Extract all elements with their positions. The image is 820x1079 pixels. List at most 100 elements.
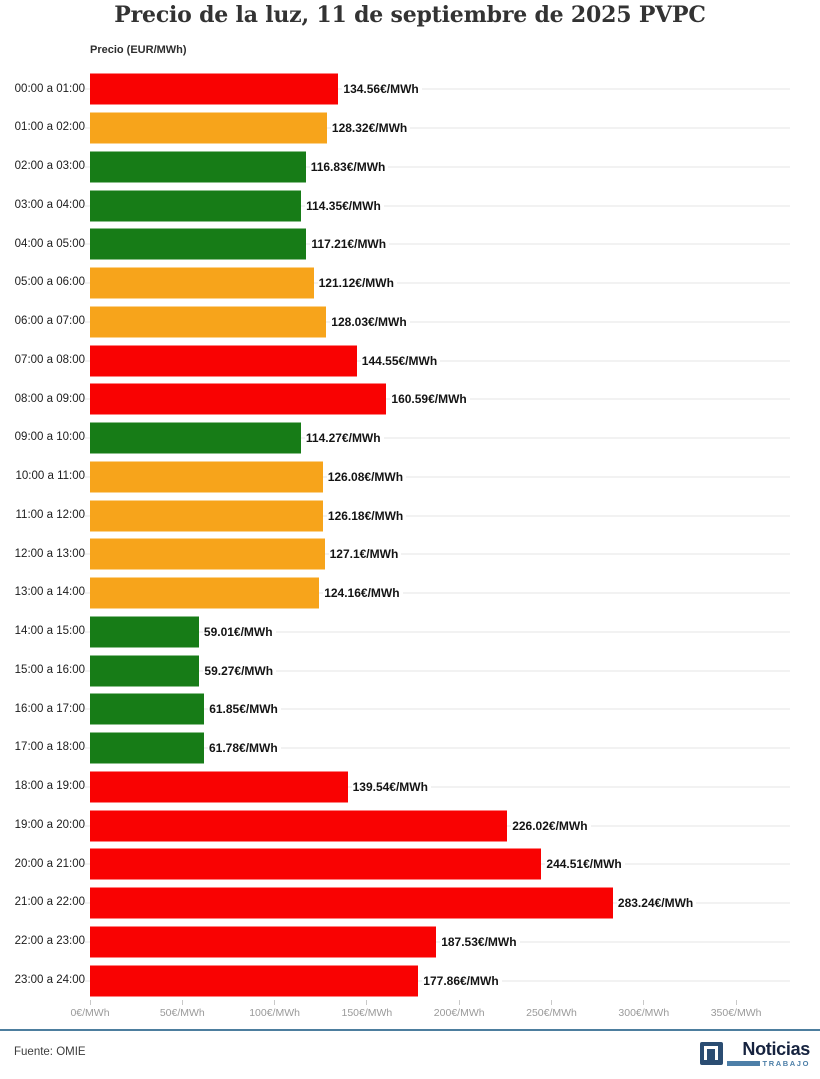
logo-name: Noticias: [742, 1039, 810, 1059]
price-bar: [90, 306, 327, 338]
row-plot: 59.01€/MWh: [85, 613, 820, 652]
axis-tick: [735, 1000, 737, 1005]
bar-row: 10:00 a 11:00 126.08€/MWh: [0, 458, 820, 497]
price-bar: [90, 228, 307, 260]
hour-label: 02:00 a 03:00: [14, 160, 85, 173]
hour-label: 00:00 a 01:00: [14, 82, 85, 95]
bar-row: 01:00 a 02:00 128.32€/MWh: [0, 109, 820, 148]
axis-tick-label: 250€/MWh: [526, 1007, 577, 1019]
gridline: [85, 747, 790, 749]
row-plot: 144.55€/MWh: [85, 341, 820, 380]
bar-row: 00:00 a 01:00 134.56€/MWh: [0, 70, 820, 109]
logo-sub-row: TRABAJO: [726, 1060, 810, 1068]
logo-text: Noticias TRABAJO: [726, 1039, 810, 1068]
price-bar: [90, 616, 199, 648]
axis-tick: [274, 1000, 276, 1005]
price-bar: [90, 655, 200, 687]
gridline: [85, 670, 790, 672]
gridline: [85, 88, 790, 90]
price-bar: [90, 461, 323, 493]
bar-row: 06:00 a 07:00 128.03€/MWh: [0, 303, 820, 342]
hour-label: 11:00 a 12:00: [15, 508, 86, 521]
footer-divider: [0, 1029, 820, 1031]
price-bar: [90, 732, 204, 764]
hour-label: 21:00 a 22:00: [14, 896, 85, 909]
source-label: Fuente: OMIE: [14, 1046, 86, 1058]
price-bar: [90, 693, 205, 725]
gridline: [85, 321, 790, 323]
hour-label: 05:00 a 06:00: [14, 276, 85, 289]
bar-row: 07:00 a 08:00 144.55€/MWh: [0, 341, 820, 380]
bar-row: 19:00 a 20:00 226.02€/MWh: [0, 806, 820, 845]
hour-label: 15:00 a 16:00: [14, 663, 85, 676]
gridline: [85, 205, 790, 207]
row-plot: 116.83€/MWh: [85, 148, 820, 187]
axis-tick: [181, 1000, 183, 1005]
row-plot: 61.85€/MWh: [85, 690, 820, 729]
gridline: [85, 243, 790, 245]
bar-row: 20:00 a 21:00 244.51€/MWh: [0, 845, 820, 884]
value-label: 226.02€/MWh: [511, 817, 591, 834]
gridline: [85, 282, 790, 284]
value-label: 187.53€/MWh: [440, 933, 520, 951]
price-bar: [90, 422, 301, 454]
value-label: 116.83€/MWh: [309, 158, 389, 176]
value-label: 126.18€/MWh: [326, 507, 407, 524]
value-label: 121.12€/MWh: [317, 274, 397, 292]
row-plot: 128.32€/MWh: [85, 109, 820, 148]
bar-row: 21:00 a 22:00 283.24€/MWh: [0, 884, 820, 923]
bar-row: 05:00 a 06:00 121.12€/MWh: [0, 264, 820, 303]
value-label: 59.01€/MWh: [202, 623, 276, 641]
gridline: [85, 708, 790, 710]
price-bar: [90, 771, 348, 803]
bar-row: 11:00 a 12:00 126.18€/MWh: [0, 496, 820, 535]
hour-label: 17:00 a 18:00: [14, 741, 85, 754]
price-bar: [90, 267, 314, 299]
noticias-trabajo-logo[interactable]: Noticias TRABAJO: [699, 1039, 810, 1068]
hour-label: 04:00 a 05:00: [14, 237, 85, 250]
value-label: 134.56€/MWh: [342, 81, 422, 98]
bar-row: 02:00 a 03:00 116.83€/MWh: [0, 148, 820, 187]
price-bar: [90, 345, 357, 377]
row-plot: 226.02€/MWh: [85, 806, 820, 845]
value-label: 126.08€/MWh: [326, 468, 407, 486]
row-plot: 61.78€/MWh: [85, 729, 820, 768]
value-label: 117.21€/MWh: [310, 236, 390, 253]
value-label: 61.85€/MWh: [208, 701, 281, 718]
bar-row: 23:00 a 24:00 177.86€/MWh: [0, 961, 820, 1000]
value-label: 177.86€/MWh: [422, 972, 502, 989]
hour-label: 19:00 a 20:00: [14, 818, 85, 831]
row-plot: 134.56€/MWh: [85, 70, 820, 109]
axis-tick: [551, 1000, 552, 1005]
hour-label: 22:00 a 23:00: [14, 935, 85, 948]
bar-row: 17:00 a 18:00 61.78€/MWh: [0, 729, 820, 768]
hour-label: 16:00 a 17:00: [14, 702, 85, 715]
value-label: 128.32€/MWh: [330, 119, 411, 137]
row-plot: 128.03€/MWh: [85, 303, 820, 342]
row-plot: 59.27€/MWh: [85, 651, 820, 690]
value-label: 114.27€/MWh: [304, 429, 384, 447]
hour-label: 13:00 a 14:00: [14, 586, 85, 599]
price-bar: [90, 383, 387, 415]
logo-n-icon: [704, 1046, 719, 1060]
gridline: [85, 437, 790, 439]
hour-label: 03:00 a 04:00: [14, 198, 85, 211]
value-label: 124.16€/MWh: [323, 584, 403, 602]
bar-rows: 00:00 a 01:00 134.56€/MWh 01:00 a 02:00 128…: [0, 70, 820, 1000]
bar-row: 15:00 a 16:00 59.27€/MWh: [0, 651, 820, 690]
bar-row: 22:00 a 23:00 187.53€/MWh: [0, 923, 820, 962]
price-bar: [90, 151, 306, 183]
axis-tick: [458, 1000, 460, 1005]
axis-tick-label: 100€/MWh: [249, 1007, 300, 1019]
row-plot: 114.35€/MWh: [85, 186, 820, 225]
value-label: 283.24€/MWh: [616, 894, 697, 912]
hour-label: 18:00 a 19:00: [14, 780, 85, 793]
row-plot: 117.21€/MWh: [85, 225, 820, 264]
price-bar: [90, 500, 323, 532]
axis-tick: [366, 1000, 368, 1005]
bar-row: 09:00 a 10:00 114.27€/MWh: [0, 419, 820, 458]
bar-row: 08:00 a 09:00 160.59€/MWh: [0, 380, 820, 419]
gridline: [85, 786, 790, 788]
value-label: 61.78€/MWh: [208, 739, 281, 757]
